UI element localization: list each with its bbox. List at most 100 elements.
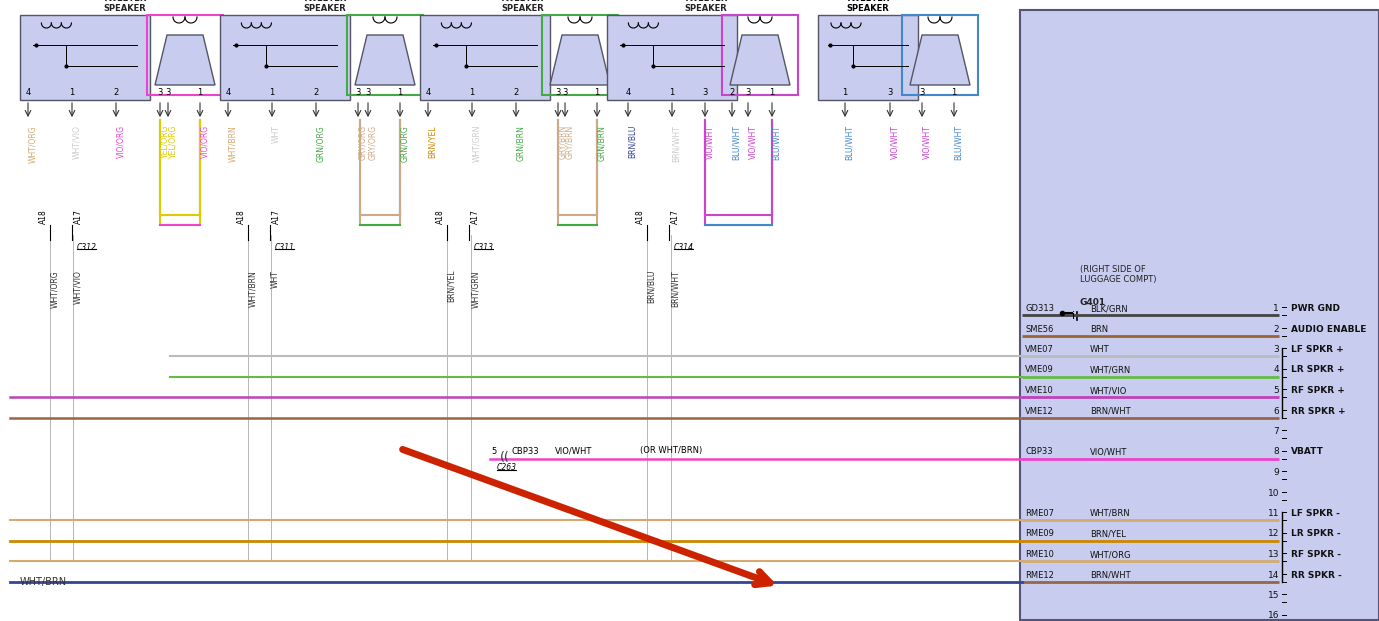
Text: 1: 1	[197, 88, 203, 97]
Bar	[902, 15, 978, 95]
Text: WHT/ORG: WHT/ORG	[50, 270, 59, 307]
Text: VME10: VME10	[1025, 386, 1054, 395]
Text: BRN/YEL: BRN/YEL	[1089, 530, 1125, 538]
Text: 2: 2	[513, 88, 519, 97]
Text: 3: 3	[165, 88, 171, 97]
Text: CBP33: CBP33	[1025, 448, 1052, 456]
Text: 1: 1	[69, 88, 74, 97]
Text: VME07: VME07	[1025, 345, 1054, 354]
Text: WHT: WHT	[272, 270, 280, 288]
Text: 1: 1	[669, 88, 674, 97]
Text: WHT: WHT	[272, 125, 281, 143]
Text: GRN/BRN: GRN/BRN	[597, 125, 605, 161]
Text: RME10: RME10	[1025, 550, 1054, 559]
Bar	[421, 15, 550, 100]
Text: 4: 4	[25, 88, 30, 97]
Text: WHT/BRN: WHT/BRN	[248, 270, 256, 307]
Text: 9: 9	[1273, 468, 1278, 477]
Text: ((: ((	[501, 451, 510, 464]
Text: BRN/BLU: BRN/BLU	[627, 125, 637, 158]
Text: VIO/WHT: VIO/WHT	[889, 125, 899, 159]
Text: 3: 3	[887, 88, 892, 97]
Text: GRY/BRN: GRY/BRN	[558, 125, 567, 159]
Text: BRN/WHT: BRN/WHT	[672, 270, 680, 307]
Polygon shape	[154, 35, 215, 85]
Text: RME09: RME09	[1025, 530, 1054, 538]
Text: REAR DOOR
TWEETER
SPEAKER: REAR DOOR TWEETER SPEAKER	[678, 0, 734, 13]
Text: WHT/GRN: WHT/GRN	[472, 270, 480, 307]
Text: RME12: RME12	[1025, 571, 1054, 579]
Text: BRN/WHT: BRN/WHT	[1089, 407, 1131, 415]
Text: 5: 5	[492, 446, 496, 455]
Text: C312: C312	[77, 243, 97, 252]
Text: (OR WHT/BRN): (OR WHT/BRN)	[640, 446, 702, 455]
Text: 1: 1	[952, 88, 957, 97]
Text: 3: 3	[365, 88, 371, 97]
Bar	[818, 15, 918, 100]
Polygon shape	[910, 35, 969, 85]
Text: BRN/YEL: BRN/YEL	[427, 125, 437, 158]
Bar	[148, 15, 223, 95]
Text: VIO/WHT: VIO/WHT	[747, 125, 757, 159]
Text: VIO/WHT: VIO/WHT	[554, 446, 593, 455]
Text: BRN/YEL: BRN/YEL	[447, 270, 456, 302]
Text: A18: A18	[636, 210, 645, 224]
Text: SME56: SME56	[1025, 325, 1054, 333]
Text: RR SPKR +: RR SPKR +	[1291, 407, 1346, 415]
Text: WHT/GRN: WHT/GRN	[472, 125, 481, 163]
Text: 2: 2	[313, 88, 319, 97]
Text: 3: 3	[702, 88, 707, 97]
Text: GRY/ORG: GRY/ORG	[359, 125, 367, 160]
Text: 4: 4	[625, 88, 630, 97]
Text: A17: A17	[472, 209, 480, 224]
Text: VME12: VME12	[1025, 407, 1054, 415]
Bar	[723, 15, 798, 95]
Text: BRN/WHT: BRN/WHT	[1089, 571, 1131, 579]
Text: 12: 12	[1267, 530, 1278, 538]
Text: WHT/VIO: WHT/VIO	[72, 125, 81, 159]
Bar	[21, 15, 150, 100]
Text: 3: 3	[1273, 345, 1278, 354]
Text: YEL/ORG: YEL/ORG	[160, 125, 170, 158]
Text: A17: A17	[672, 209, 680, 224]
Text: WHT: WHT	[1089, 345, 1110, 354]
Text: BLU/WHT: BLU/WHT	[732, 125, 741, 160]
Text: 1: 1	[594, 88, 600, 97]
Text: A18: A18	[436, 210, 445, 224]
Text: GRY/ORG: GRY/ORG	[368, 125, 376, 160]
Text: 11: 11	[1267, 509, 1278, 518]
Text: BLU/WHT: BLU/WHT	[954, 125, 963, 160]
Text: (RIGHT SIDE OF
LUGGAGE COMPT): (RIGHT SIDE OF LUGGAGE COMPT)	[1080, 265, 1157, 284]
Text: 6: 6	[1273, 407, 1278, 415]
Text: C313: C313	[474, 243, 494, 252]
Text: A17: A17	[272, 209, 281, 224]
Bar	[1020, 10, 1379, 620]
Text: LR SPKR +: LR SPKR +	[1291, 366, 1345, 374]
Text: VIO/WHT: VIO/WHT	[705, 125, 714, 159]
Text: WHT/ORG: WHT/ORG	[1089, 550, 1132, 559]
Text: 2: 2	[729, 88, 735, 97]
Text: BLU/WHT: BLU/WHT	[772, 125, 781, 160]
Bar	[607, 15, 736, 100]
Text: BRN/WHT: BRN/WHT	[672, 125, 681, 161]
Text: 15: 15	[1267, 591, 1278, 600]
Text: 5: 5	[1273, 386, 1278, 395]
Text: 1: 1	[769, 88, 775, 97]
Text: 2: 2	[1273, 325, 1278, 333]
Text: C311: C311	[274, 243, 295, 252]
Text: WHT/GRN: WHT/GRN	[1089, 366, 1131, 374]
Text: A18: A18	[237, 210, 245, 224]
Text: LR SPKR -: LR SPKR -	[1291, 530, 1340, 538]
Bar	[221, 15, 350, 100]
Text: 3: 3	[920, 88, 925, 97]
Text: REAR DOOR
TWEETER
SPEAKER: REAR DOOR TWEETER SPEAKER	[840, 0, 896, 13]
Bar	[348, 15, 423, 95]
Text: 10: 10	[1267, 489, 1278, 497]
Text: 16: 16	[1267, 612, 1278, 620]
Text: 14: 14	[1267, 571, 1278, 579]
Polygon shape	[729, 35, 790, 85]
Text: GRN/ORG: GRN/ORG	[400, 125, 410, 161]
Text: BRN/BLU: BRN/BLU	[647, 270, 656, 304]
Text: 7: 7	[1273, 427, 1278, 436]
Text: BRN: BRN	[1089, 325, 1109, 333]
